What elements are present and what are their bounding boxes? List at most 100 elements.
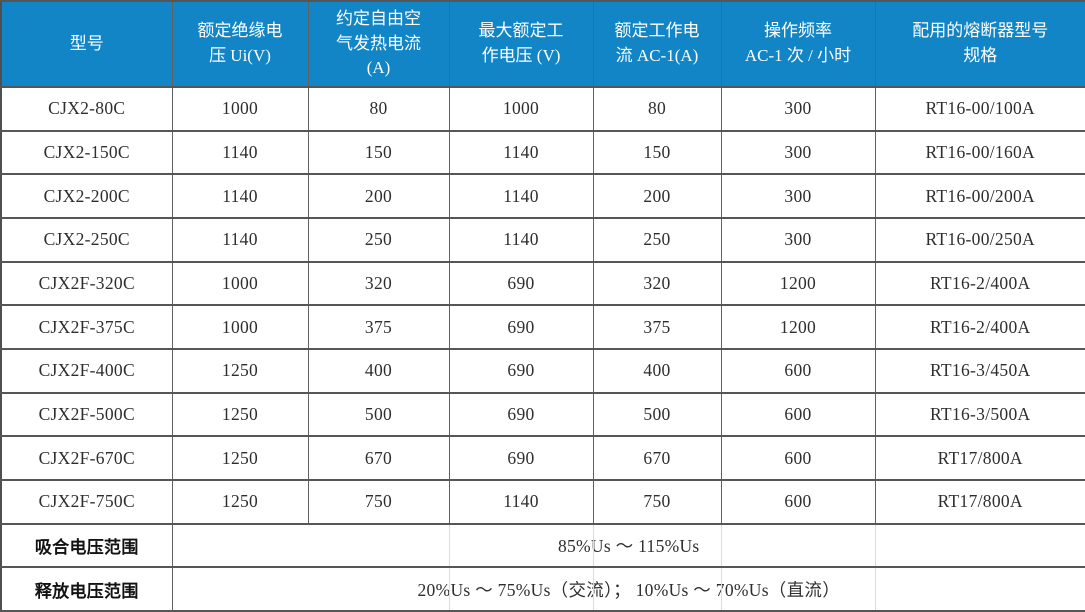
value-cell: 250 bbox=[592, 216, 722, 263]
value-cell: 690 bbox=[448, 435, 594, 481]
value-cell: 1250 bbox=[171, 435, 309, 481]
value-cell: 750 bbox=[307, 478, 450, 525]
column-header: 额定绝缘电 压 Ui(V) bbox=[171, 0, 309, 88]
value-cell: 670 bbox=[307, 435, 450, 481]
value-cell: 200 bbox=[592, 173, 722, 219]
value-cell: 200 bbox=[307, 173, 450, 219]
value-cell: 600 bbox=[720, 391, 876, 438]
value-cell: 150 bbox=[592, 129, 722, 176]
merged-cell-divider bbox=[874, 524, 876, 567]
footer-row: 释放电压范围 20%Us ～ 75%Us（交流）； 10%Us ～ 70%Us（直… bbox=[0, 566, 1085, 612]
value-cell: 1140 bbox=[171, 129, 309, 176]
table-row: CJX2F-670C 1250 670 690 670 600 RT17/800A bbox=[0, 435, 1085, 481]
value-cell: 1250 bbox=[171, 391, 309, 438]
value-cell: 670 bbox=[592, 435, 722, 481]
value-cell: 400 bbox=[592, 347, 722, 394]
header-row: 型号 额定绝缘电 压 Ui(V) 约定自由空 气发热电流 (A) 最大额定工 作电压 … bbox=[0, 0, 1085, 88]
footer-row-label: 吸合电压范围 bbox=[0, 522, 173, 569]
value-cell: RT16-2/400A bbox=[874, 260, 1085, 307]
value-cell: RT16-00/200A bbox=[874, 173, 1085, 219]
table-row: CJX2F-750C 1250 750 1140 750 600 RT17/800A bbox=[0, 478, 1085, 525]
value-cell: 1140 bbox=[448, 173, 594, 219]
value-cell: 1000 bbox=[448, 86, 594, 132]
value-cell: 300 bbox=[720, 129, 876, 176]
merged-cell-divider bbox=[720, 524, 722, 567]
value-cell: 1200 bbox=[720, 260, 876, 307]
value-cell: 300 bbox=[720, 216, 876, 263]
footer-value-text: 85%Us ～ 115%Us bbox=[557, 535, 700, 556]
value-cell: 600 bbox=[720, 478, 876, 525]
value-cell: RT17/800A bbox=[874, 435, 1085, 481]
table-row: CJX2-150C 1140 150 1140 150 300 RT16-00/160A bbox=[0, 129, 1085, 176]
table-header: 型号 额定绝缘电 压 Ui(V) 约定自由空 气发热电流 (A) 最大额定工 作电压 … bbox=[0, 0, 1085, 88]
value-cell: 500 bbox=[307, 391, 450, 438]
model-cell: CJX2-150C bbox=[0, 129, 173, 176]
value-cell: 690 bbox=[448, 260, 594, 307]
model-cell: CJX2F-320C bbox=[0, 260, 173, 307]
model-cell: CJX2-200C bbox=[0, 173, 173, 219]
footer-row-value: 85%Us ～ 115%Us bbox=[171, 522, 1085, 569]
merged-cell-divider bbox=[874, 568, 876, 610]
merged-cell-divider bbox=[448, 524, 450, 567]
model-cell: CJX2F-400C bbox=[0, 347, 173, 394]
table-row: CJX2F-320C 1000 320 690 320 1200 RT16-2/400A bbox=[0, 260, 1085, 307]
value-cell: 400 bbox=[307, 347, 450, 394]
footer-value-text: 20%Us ～ 75%Us（交流）； 10%Us ～ 70%Us（直流） bbox=[417, 579, 841, 600]
footer-row-value: 20%Us ～ 75%Us（交流）； 10%Us ～ 70%Us（直流） bbox=[171, 566, 1085, 612]
value-cell: 1140 bbox=[448, 478, 594, 525]
value-cell: 1250 bbox=[171, 347, 309, 394]
table-row: CJX2F-500C 1250 500 690 500 600 RT16-3/500A bbox=[0, 391, 1085, 438]
model-cell: CJX2F-500C bbox=[0, 391, 173, 438]
value-cell: 300 bbox=[720, 86, 876, 132]
table-row: CJX2F-375C 1000 375 690 375 1200 RT16-2/400A bbox=[0, 304, 1085, 350]
value-cell: 690 bbox=[448, 391, 594, 438]
column-header: 型号 bbox=[0, 0, 173, 88]
model-cell: CJX2F-670C bbox=[0, 435, 173, 481]
value-cell: RT17/800A bbox=[874, 478, 1085, 525]
value-cell: 750 bbox=[592, 478, 722, 525]
value-cell: 1200 bbox=[720, 304, 876, 350]
value-cell: 600 bbox=[720, 347, 876, 394]
model-cell: CJX2F-375C bbox=[0, 304, 173, 350]
value-cell: 1140 bbox=[448, 129, 594, 176]
value-cell: 250 bbox=[307, 216, 450, 263]
value-cell: 375 bbox=[592, 304, 722, 350]
value-cell: 1140 bbox=[171, 173, 309, 219]
value-cell: RT16-00/160A bbox=[874, 129, 1085, 176]
column-header: 约定自由空 气发热电流 (A) bbox=[307, 0, 450, 88]
value-cell: 375 bbox=[307, 304, 450, 350]
value-cell: 320 bbox=[592, 260, 722, 307]
value-cell: 1140 bbox=[171, 216, 309, 263]
value-cell: 1140 bbox=[448, 216, 594, 263]
value-cell: 1000 bbox=[171, 260, 309, 307]
table-row: CJX2F-400C 1250 400 690 400 600 RT16-3/450A bbox=[0, 347, 1085, 394]
value-cell: 150 bbox=[307, 129, 450, 176]
value-cell: 80 bbox=[307, 86, 450, 132]
table-row: CJX2-80C 1000 80 1000 80 300 RT16-00/100A bbox=[0, 86, 1085, 132]
value-cell: 1000 bbox=[171, 304, 309, 350]
model-cell: CJX2-80C bbox=[0, 86, 173, 132]
value-cell: RT16-00/100A bbox=[874, 86, 1085, 132]
column-header: 最大额定工 作电压 (V) bbox=[448, 0, 594, 88]
value-cell: RT16-3/450A bbox=[874, 347, 1085, 394]
value-cell: RT16-3/500A bbox=[874, 391, 1085, 438]
value-cell: 1250 bbox=[171, 478, 309, 525]
value-cell: 80 bbox=[592, 86, 722, 132]
value-cell: RT16-2/400A bbox=[874, 304, 1085, 350]
model-cell: CJX2F-750C bbox=[0, 478, 173, 525]
value-cell: 600 bbox=[720, 435, 876, 481]
footer-row-label: 释放电压范围 bbox=[0, 566, 173, 612]
value-cell: 690 bbox=[448, 347, 594, 394]
value-cell: 320 bbox=[307, 260, 450, 307]
column-header: 额定工作电 流 AC-1(A) bbox=[592, 0, 722, 88]
column-header: 操作频率 AC-1 次 / 小时 bbox=[720, 0, 876, 88]
value-cell: 1000 bbox=[171, 86, 309, 132]
value-cell: 500 bbox=[592, 391, 722, 438]
footer-row: 吸合电压范围 85%Us ～ 115%Us bbox=[0, 522, 1085, 569]
model-cell: CJX2-250C bbox=[0, 216, 173, 263]
table-row: CJX2-250C 1140 250 1140 250 300 RT16-00/250A bbox=[0, 216, 1085, 263]
value-cell: 690 bbox=[448, 304, 594, 350]
column-header: 配用的熔断器型号 规格 bbox=[874, 0, 1085, 88]
value-cell: 300 bbox=[720, 173, 876, 219]
